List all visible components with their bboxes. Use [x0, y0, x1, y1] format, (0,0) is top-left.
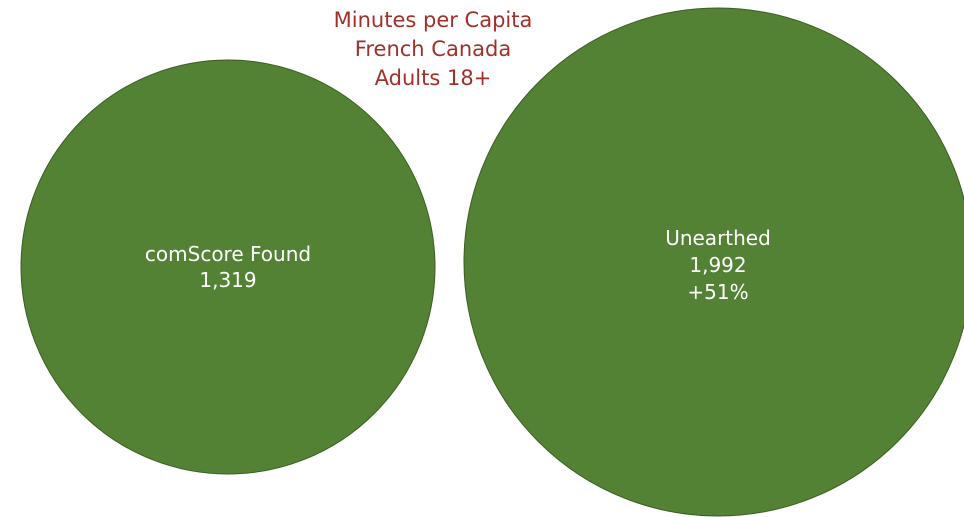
- bubble-unearthed-circle: [463, 7, 964, 517]
- title-line-3: Adults 18+: [375, 66, 492, 90]
- title-line-1: Minutes per Capita: [334, 8, 533, 32]
- bubble-unearthed-label: Unearthed: [665, 226, 771, 250]
- bubble-unearthed-change: +51%: [687, 280, 748, 304]
- title-line-2: French Canada: [355, 37, 511, 61]
- bubble-comscore-found-value: 1,319: [199, 268, 256, 292]
- bubble-unearthed-value: 1,992: [689, 253, 746, 277]
- bubble-comscore-found: comScore Found 1,319: [20, 59, 436, 475]
- bubble-comscore-found-label: comScore Found: [145, 242, 311, 266]
- bubble-unearthed: Unearthed 1,992 +51%: [463, 7, 964, 517]
- chart-title: Minutes per Capita French Canada Adults …: [334, 8, 533, 90]
- bubble-comscore-found-circle: [20, 59, 436, 475]
